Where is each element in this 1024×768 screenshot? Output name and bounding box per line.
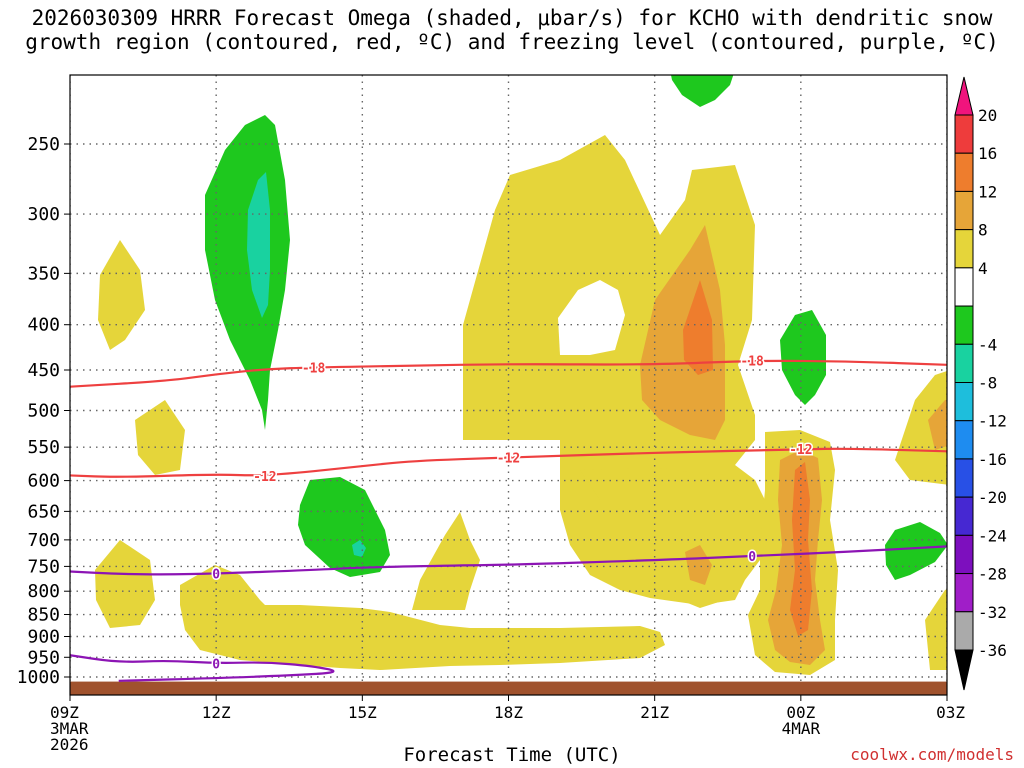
omega-area [98, 240, 145, 350]
omega-area [180, 565, 665, 670]
x-tick-label: 03Z [936, 703, 965, 722]
y-tick-label: 800 [27, 581, 60, 602]
y-tick-label: 650 [27, 501, 60, 522]
omega-area [685, 545, 712, 585]
colorbar-label: -32 [978, 603, 1007, 622]
omega-area [671, 75, 734, 107]
colorbar-label: -12 [978, 412, 1007, 431]
omega-area [298, 477, 390, 577]
x-tick-label: 09Z [50, 703, 79, 722]
y-axis: 2503003504004505005506006507007508008509… [17, 134, 70, 688]
colorbar-swatch [954, 420, 974, 460]
omega-area [95, 540, 155, 628]
y-tick-label: 400 [27, 315, 60, 336]
colorbar-label: -20 [978, 488, 1007, 507]
omega-shading [95, 75, 947, 675]
colorbar-swatch [954, 534, 974, 575]
omega-area [640, 225, 725, 440]
y-tick-label: 700 [27, 530, 60, 551]
y-tick-label: 850 [27, 605, 60, 626]
y-tick-label: 1000 [17, 667, 60, 688]
colorbar-label: 8 [978, 221, 988, 240]
colorbar-label: -4 [978, 335, 997, 354]
omega-neutral-area [558, 280, 625, 355]
colorbar-swatch [954, 305, 974, 345]
contours: -18 -18 -12 -12 -12 0 0 0 [70, 353, 947, 682]
y-tick-label: 450 [27, 360, 60, 381]
colorbar-label: 20 [978, 106, 997, 125]
colorbar-swatch [954, 611, 974, 651]
colorbar-swatch [954, 382, 974, 422]
colorbar-swatch [954, 458, 974, 498]
contour-freezing-level-low [70, 654, 335, 682]
contour-label: -18 [740, 354, 764, 369]
x-date-label: 4MAR [782, 719, 821, 738]
contour-label: 0 [212, 657, 220, 672]
y-tick-label: 600 [27, 471, 60, 492]
x-tick-label: 15Z [348, 703, 377, 722]
colorbar-label: 12 [978, 182, 997, 201]
omega-area [247, 172, 270, 318]
omega-area [683, 280, 713, 375]
y-tick-label: 900 [27, 626, 60, 647]
omega-area [928, 400, 947, 450]
y-tick-label: 300 [27, 204, 60, 225]
colorbar-swatch [954, 190, 974, 231]
y-tick-label: 750 [27, 556, 60, 577]
colorbar-swatch [954, 267, 974, 307]
colorbar-label: 16 [978, 144, 997, 163]
site-credit[interactable]: coolwx.com/models [850, 745, 1014, 764]
colorbar-label: -16 [978, 450, 1007, 469]
y-tick-label: 950 [27, 647, 60, 668]
contour-label: -18 [302, 361, 326, 376]
omega-area [580, 468, 745, 545]
omega-area [412, 512, 480, 610]
contour-dendritic-top [70, 359, 947, 388]
colorbar-label: -24 [978, 526, 1007, 545]
y-tick-label: 350 [27, 263, 60, 284]
colorbar-cap-bottom [954, 649, 974, 691]
omega-area [790, 462, 812, 636]
x-tick-label: 12Z [202, 703, 231, 722]
y-tick-label: 250 [27, 134, 60, 155]
contour-label: -12 [253, 470, 276, 485]
contour-freezing-level [70, 545, 947, 576]
colorbar-label: -8 [978, 374, 997, 393]
colorbar-swatch [954, 152, 974, 192]
omega-area [135, 400, 185, 475]
omega-area [895, 371, 947, 485]
terrain [70, 681, 947, 695]
colorbar-label: 4 [978, 259, 988, 278]
x-axis-label: Forecast Time (UTC) [403, 744, 621, 766]
contour-label: 0 [748, 550, 756, 565]
omega-area [925, 589, 947, 670]
y-tick-label: 550 [27, 437, 60, 458]
colorbar: 20 16 12 8 4 -4 -8 -12 -16 -20 -24 -28 -32 -36 [954, 76, 1007, 691]
colorbar-swatch [954, 343, 974, 383]
omega-area [885, 522, 947, 580]
x-tick-label: 18Z [494, 703, 523, 722]
contour-label: -12 [497, 451, 520, 466]
contour-label: 0 [212, 568, 220, 583]
colorbar-swatch [954, 573, 974, 613]
x-tick-label: 00Z [786, 703, 815, 722]
x-date-label: 3MAR [50, 719, 89, 738]
x-tick-label: 21Z [640, 703, 669, 722]
colorbar-swatch [954, 229, 974, 269]
contour-label: -12 [789, 443, 812, 458]
colorbar-swatch [954, 114, 974, 154]
colorbar-swatch [954, 496, 974, 536]
colorbar-label: -36 [978, 641, 1007, 660]
x-date-label: 2026 [50, 735, 89, 754]
omega-area [780, 310, 826, 405]
chart-title: 2026030309 HRRR Forecast Omega (shaded, … [25, 6, 999, 54]
colorbar-label: -28 [978, 565, 1007, 584]
contour-dendritic-bottom [70, 447, 947, 478]
y-tick-label: 500 [27, 401, 60, 422]
omega-area [205, 115, 290, 430]
colorbar-cap-top [954, 76, 974, 116]
